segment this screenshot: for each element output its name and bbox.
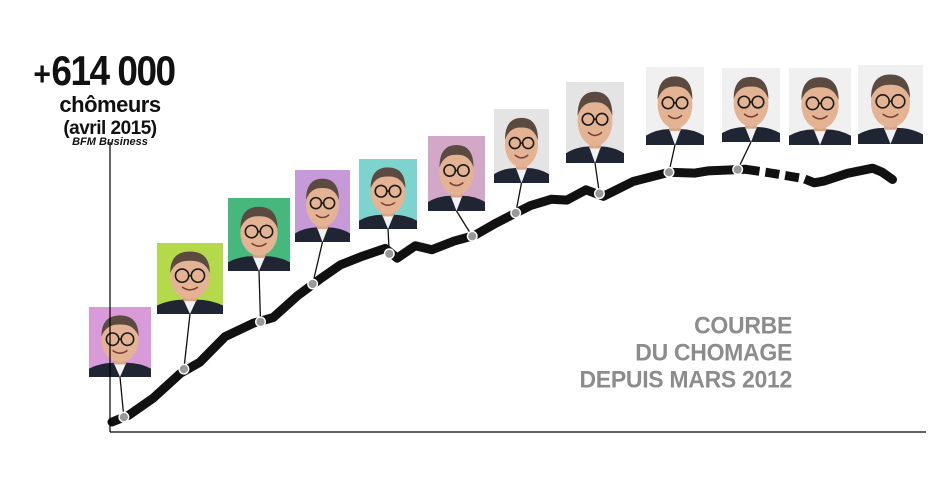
- hollande-portrait: [722, 68, 780, 142]
- portrait-glasses-right: [456, 163, 470, 177]
- curve-segment-dashed: [744, 164, 816, 187]
- portrait-hair: [505, 117, 538, 141]
- chart-title-line-2: DU CHOMAGE: [635, 338, 792, 366]
- portrait-face: [370, 170, 406, 215]
- portrait-hair: [577, 91, 613, 117]
- portrait-face: [439, 148, 474, 196]
- curve-marker: [732, 164, 744, 176]
- headline-value: +614 000: [30, 48, 178, 95]
- portrait-mouth: [181, 286, 199, 291]
- portrait-face: [170, 255, 210, 300]
- portrait-shirt: [516, 168, 527, 183]
- portrait-glasses-right: [322, 196, 336, 210]
- hollande-portrait: [157, 243, 223, 314]
- headline-source: BFM Business: [72, 136, 148, 148]
- curve-marker: [307, 278, 319, 290]
- portrait-shirt: [745, 127, 757, 142]
- hollande-portrait: [295, 170, 350, 242]
- leader-line: [119, 376, 125, 418]
- curve-marker: [593, 188, 605, 200]
- portrait-face: [101, 318, 139, 363]
- curve-segment-solid: [107, 164, 751, 427]
- portrait-mouth: [514, 154, 529, 159]
- curve-marker: [466, 230, 478, 242]
- portrait-shirt: [884, 128, 897, 144]
- portraits: [89, 65, 923, 377]
- unemployment-curve: [107, 163, 897, 427]
- hollande-portrait: [646, 67, 704, 145]
- portrait-face: [577, 95, 613, 146]
- portrait-hair: [801, 77, 839, 101]
- curve-marker: [510, 207, 522, 219]
- portrait-mouth: [380, 201, 396, 206]
- portrait-glasses-left: [309, 196, 323, 210]
- portrait-mouth: [743, 113, 759, 118]
- curve-marker: [383, 248, 395, 260]
- curve-marker: [663, 166, 675, 178]
- portrait-face: [801, 81, 839, 129]
- portrait-face: [871, 78, 910, 128]
- portrait-hair: [657, 76, 693, 100]
- portrait-hair: [170, 251, 210, 273]
- hollande-portrait: [228, 198, 290, 271]
- headline-plus: +: [33, 55, 51, 93]
- portrait-hair: [871, 74, 910, 99]
- portrait-glasses-right: [388, 184, 402, 198]
- leader-line: [183, 313, 191, 370]
- portrait-mouth: [812, 115, 828, 120]
- portrait-shirt: [252, 256, 266, 271]
- portrait-hair: [306, 178, 339, 201]
- portrait-mouth: [112, 349, 128, 354]
- headline-date: (avril 2015): [63, 118, 157, 139]
- portrait-shirt: [813, 129, 827, 145]
- portrait-hair: [733, 76, 769, 100]
- portrait-shirt: [450, 196, 463, 211]
- portrait-hair: [101, 315, 139, 337]
- portrait-shirt: [183, 299, 197, 314]
- leader-line: [312, 241, 324, 285]
- hollande-portrait: [494, 109, 549, 183]
- portrait-shirt: [589, 146, 601, 163]
- leader-line: [258, 270, 262, 322]
- chart-title-line-1: COURBE: [694, 311, 792, 339]
- portrait-mouth: [667, 114, 683, 120]
- portrait-mouth: [251, 242, 267, 247]
- headline-number: 614 000: [51, 48, 176, 94]
- curve-markers: [118, 164, 744, 423]
- portrait-glasses-left: [443, 163, 457, 177]
- portrait-face: [657, 80, 693, 129]
- portrait-shirt: [113, 363, 127, 377]
- portrait-face: [733, 80, 769, 127]
- portrait-face: [240, 210, 278, 256]
- portrait-mouth: [882, 113, 899, 118]
- headline-unit: chômeurs: [59, 92, 161, 117]
- portrait-mouth: [315, 214, 330, 219]
- hollande-portrait: [789, 68, 851, 145]
- portrait-shirt: [382, 215, 394, 229]
- hollande-portrait: [89, 307, 151, 377]
- portrait-hair: [240, 206, 278, 229]
- curve-marker: [178, 363, 190, 375]
- portrait-glasses-left: [174, 268, 190, 284]
- portrait-glasses-right: [190, 268, 206, 284]
- portrait-mouth: [449, 181, 464, 187]
- hollande-portrait: [566, 82, 624, 163]
- hollande-portrait: [428, 136, 485, 211]
- portrait-face: [505, 121, 538, 168]
- portrait-glasses-left: [374, 184, 388, 198]
- curve-marker: [255, 316, 267, 328]
- curve-segment-solid: [809, 163, 897, 188]
- portrait-hair: [439, 145, 474, 168]
- chart-title: COURBE DU CHOMAGE DEPUIS MARS 2012: [579, 311, 793, 393]
- portrait-face: [306, 182, 339, 227]
- portrait-mouth: [587, 131, 603, 137]
- hollande-portrait: [359, 159, 417, 229]
- chart-title-line-3: DEPUIS MARS 2012: [579, 365, 793, 393]
- portrait-hair: [370, 167, 406, 189]
- curve-marker: [118, 411, 130, 423]
- hollande-portrait: [858, 65, 923, 144]
- portrait-shirt: [317, 227, 328, 242]
- portrait-shirt: [669, 129, 681, 145]
